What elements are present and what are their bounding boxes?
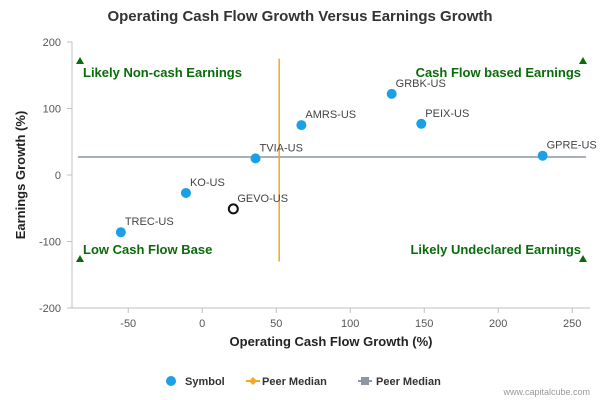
plot-area [71, 42, 590, 309]
data-point-label: KO-US [190, 177, 225, 189]
data-point-label: PEIX-US [425, 108, 469, 120]
quadrant-label-top-right: Cash Flow based Earnings [416, 65, 581, 80]
x-tick-label: 150 [415, 318, 433, 330]
quadrant-label-top-left: Likely Non-cash Earnings [83, 65, 242, 80]
quadrant-marker-triangle [579, 255, 587, 262]
data-point [386, 88, 397, 99]
credits[interactable]: www.capitalcube.com [502, 387, 590, 397]
legend: Symbol Peer Median Peer Median [166, 376, 441, 388]
y-axis-title: Earnings Growth (%) [13, 111, 28, 240]
data-point-label: GPRE-US [547, 140, 597, 152]
peer-median-lines [78, 58, 586, 262]
x-tick-label: 50 [270, 318, 282, 330]
data-point-label: GRBK-US [396, 78, 446, 90]
data-point-label: GEVO-US [237, 193, 288, 205]
data-points: GRBK-US PEIX-US AMRS-US GPRE-US TVIA-US KO-US… [115, 78, 597, 238]
chart-title: Operating Cash Flow Growth Versus Earnin… [107, 8, 492, 25]
y-tick-label: -200 [39, 303, 61, 315]
y-tick-label: 0 [55, 170, 61, 182]
quadrant-label-bottom-right: Likely Undeclared Earnings [410, 242, 581, 257]
quadrant-marker-triangle [579, 57, 587, 64]
data-point [227, 203, 239, 215]
x-axis-title: Operating Cash Flow Growth (%) [230, 334, 433, 349]
legend-symbol-diamond [249, 377, 257, 385]
data-point [537, 150, 548, 161]
y-tick-label: 200 [43, 37, 61, 49]
quadrant-marker-triangle [76, 255, 84, 262]
legend-symbol-circle [166, 376, 176, 386]
data-point [250, 153, 261, 164]
legend-item-label: Peer Median [262, 376, 327, 388]
data-point-label: TVIA-US [260, 142, 303, 154]
x-tick-label: 200 [489, 318, 507, 330]
data-point [296, 120, 307, 131]
y-axis-ticks: -200 -100 0 100 200 [39, 37, 72, 315]
quadrant-label-bottom-left: Low Cash Flow Base [83, 242, 212, 257]
data-point [115, 227, 126, 238]
y-tick-label: -100 [39, 237, 61, 249]
data-point [416, 118, 427, 129]
x-tick-label: 0 [199, 318, 205, 330]
x-tick-label: 250 [563, 318, 581, 330]
legend-item-label: Symbol [185, 376, 225, 388]
x-tick-label: 100 [341, 318, 359, 330]
data-point-label: TREC-US [125, 216, 174, 228]
legend-symbol-square [361, 377, 369, 385]
x-tick-label: -50 [120, 318, 136, 330]
x-axis-ticks: -50 0 50 100 150 200 250 [120, 308, 581, 330]
quadrant-markers [76, 57, 587, 262]
quadrant-marker-triangle [76, 57, 84, 64]
legend-item-label: Peer Median [376, 376, 441, 388]
data-point [180, 187, 191, 198]
data-point-label: AMRS-US [305, 109, 356, 121]
y-tick-label: 100 [43, 104, 61, 116]
